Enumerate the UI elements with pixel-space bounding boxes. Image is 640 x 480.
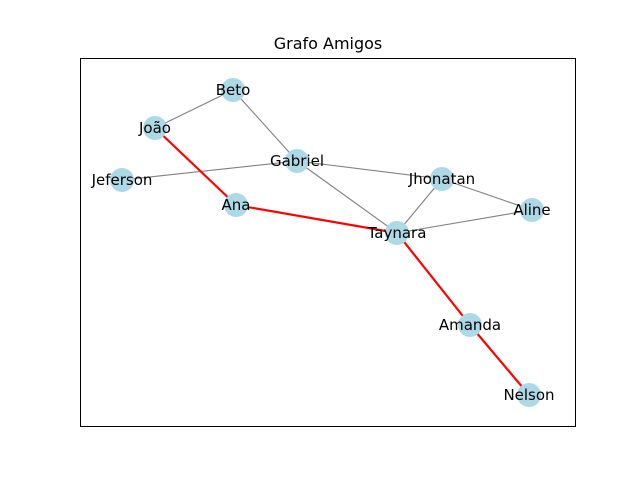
node-label-joao: João <box>138 119 171 137</box>
edges-layer <box>121 89 533 396</box>
node-taynara <box>385 221 409 245</box>
labels-layer: Beto João Gabriel Jeferson Jhonatan Ana Aline T… <box>91 81 555 404</box>
node-amanda <box>458 313 482 337</box>
edge-joao-ana <box>154 127 237 206</box>
edge-beto-joao <box>154 89 234 129</box>
edge-ana-taynara <box>235 203 398 235</box>
graph-title: Grafo Amigos <box>274 34 383 53</box>
node-label-amanda: Amanda <box>439 316 501 334</box>
edge-amanda-nelson <box>469 324 530 396</box>
node-nelson <box>517 383 541 407</box>
node-label-beto: Beto <box>216 81 251 99</box>
node-beto <box>221 78 245 102</box>
edge-jeferson-gabriel <box>121 160 298 181</box>
edge-taynara-amanda <box>396 232 471 326</box>
node-label-ana: Ana <box>222 196 251 214</box>
node-jeferson <box>110 168 134 192</box>
edge-gabriel-taynara <box>296 160 398 234</box>
edge-beto-gabriel <box>232 89 298 162</box>
node-label-aline: Aline <box>513 201 550 219</box>
node-label-nelson: Nelson <box>503 386 554 404</box>
node-label-gabriel: Gabriel <box>270 152 324 170</box>
edge-jhonatan-aline <box>441 178 533 211</box>
node-aline <box>520 198 544 222</box>
node-label-jhonatan: Jhonatan <box>408 170 475 188</box>
node-ana <box>224 193 248 217</box>
node-label-jeferson: Jeferson <box>91 171 153 189</box>
plot-frame <box>80 58 576 427</box>
nodes-layer <box>110 78 544 407</box>
edge-gabriel-jhonatan <box>296 160 443 180</box>
node-label-taynara: Taynara <box>367 224 427 242</box>
node-jhonatan <box>430 167 454 191</box>
edge-taynara-aline <box>396 209 533 234</box>
node-joao <box>143 116 167 140</box>
node-gabriel <box>285 149 309 173</box>
